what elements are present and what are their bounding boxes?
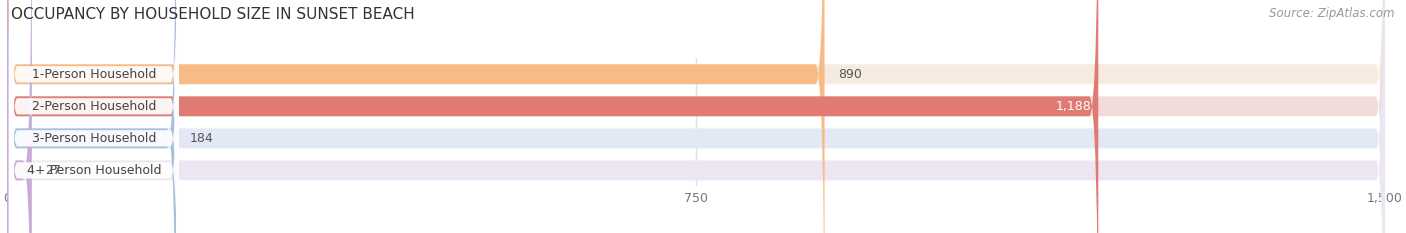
FancyBboxPatch shape — [8, 0, 179, 233]
Text: Source: ZipAtlas.com: Source: ZipAtlas.com — [1270, 7, 1395, 20]
Text: 184: 184 — [190, 132, 214, 145]
FancyBboxPatch shape — [7, 0, 1385, 233]
Text: 2-Person Household: 2-Person Household — [32, 100, 156, 113]
FancyBboxPatch shape — [8, 0, 179, 233]
Text: 27: 27 — [45, 164, 62, 177]
Text: 4+ Person Household: 4+ Person Household — [27, 164, 162, 177]
FancyBboxPatch shape — [8, 0, 179, 233]
FancyBboxPatch shape — [7, 0, 1098, 233]
FancyBboxPatch shape — [7, 0, 32, 233]
Text: 890: 890 — [838, 68, 862, 81]
FancyBboxPatch shape — [7, 0, 176, 233]
FancyBboxPatch shape — [7, 0, 1385, 233]
Text: OCCUPANCY BY HOUSEHOLD SIZE IN SUNSET BEACH: OCCUPANCY BY HOUSEHOLD SIZE IN SUNSET BE… — [11, 7, 415, 22]
Text: 1,188: 1,188 — [1056, 100, 1091, 113]
Text: 1-Person Household: 1-Person Household — [32, 68, 156, 81]
FancyBboxPatch shape — [7, 0, 1385, 233]
FancyBboxPatch shape — [7, 0, 1385, 233]
FancyBboxPatch shape — [7, 0, 824, 233]
FancyBboxPatch shape — [8, 0, 179, 233]
Text: 3-Person Household: 3-Person Household — [32, 132, 156, 145]
